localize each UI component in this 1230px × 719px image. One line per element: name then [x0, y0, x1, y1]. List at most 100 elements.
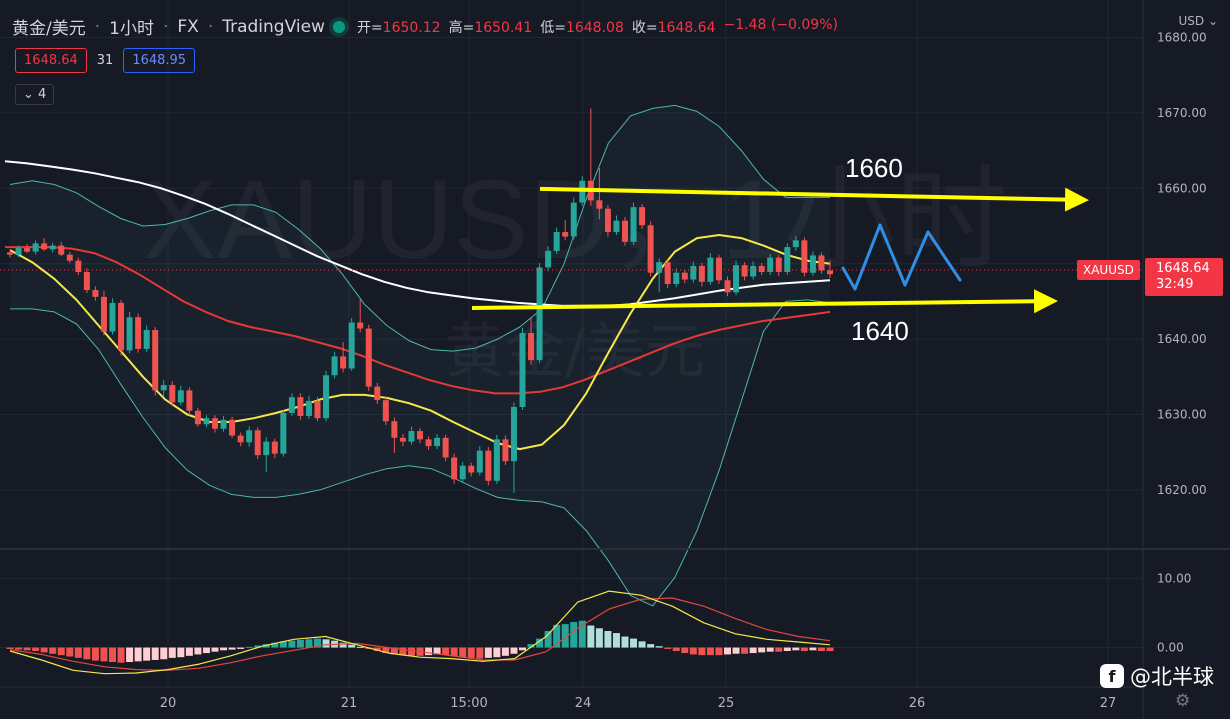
macd-histogram-bar — [237, 647, 245, 649]
macd-histogram-bar — [254, 645, 262, 648]
macd-histogram-bar — [382, 647, 390, 654]
macd-histogram-bar — [698, 647, 706, 656]
time-tick-label: 15:00 — [450, 696, 487, 711]
macd-histogram-bar — [134, 647, 142, 662]
candle-body — [15, 247, 22, 255]
indicator-count: 4 — [38, 87, 47, 102]
bollinger-lower-line — [10, 299, 831, 607]
macd-histogram-bar — [109, 647, 116, 663]
macd-histogram-bar — [91, 647, 99, 661]
macd-line — [9, 590, 831, 675]
macd-histogram-bar — [630, 638, 638, 648]
macd-histogram-bar — [442, 647, 450, 656]
candle-body — [809, 255, 816, 273]
candle-body — [613, 220, 620, 233]
candle-body — [118, 302, 125, 351]
chevron-down-icon: ⌄ — [23, 87, 34, 102]
macd-histogram-bar — [6, 647, 14, 649]
candle-body — [690, 265, 697, 280]
candle-body — [24, 247, 31, 252]
candle-body — [536, 267, 543, 361]
candle-body — [510, 406, 517, 462]
market-open-icon — [332, 20, 345, 33]
symbol-name[interactable]: 黄金/美元 — [12, 19, 86, 39]
candle-body — [357, 322, 364, 329]
macd-tick-label: 10.00 — [1157, 572, 1191, 586]
change-value: −1.48 (−0.09%) — [723, 16, 838, 33]
candle-body — [382, 400, 389, 422]
time-tick-label: 26 — [909, 696, 926, 711]
symbol-price-tag: XAUUSD — [1077, 260, 1140, 280]
macd-histogram-bar — [544, 631, 552, 648]
candle-body — [442, 437, 449, 458]
macd-histogram-bar — [501, 647, 509, 656]
macd-histogram-bar — [49, 647, 57, 654]
lower-level-label: 1640 — [851, 316, 909, 346]
macd-histogram-bar — [296, 639, 304, 648]
candle-body — [220, 419, 227, 429]
time-tick-label: 25 — [718, 696, 735, 711]
candle-body — [340, 356, 347, 369]
buy-button[interactable]: 1648.95 — [123, 48, 196, 73]
candle-body — [75, 260, 82, 272]
candle-body — [391, 421, 398, 438]
candle-body — [246, 430, 253, 443]
price-tick-label: 1620.00 — [1157, 483, 1207, 497]
macd-histogram-bar — [749, 647, 757, 654]
currency-selector[interactable]: USD ⌄ — [1178, 14, 1218, 28]
macd-histogram-bar — [783, 647, 791, 651]
sell-button[interactable]: 1648.64 — [15, 48, 87, 73]
candle-body — [545, 250, 552, 268]
macd-histogram-bar — [143, 647, 151, 661]
macd-histogram-bar — [459, 647, 467, 658]
macd-histogram-bar — [151, 647, 159, 660]
ma-white-line — [4, 160, 831, 307]
macd-histogram-bar — [809, 647, 817, 651]
candle-body — [553, 232, 560, 251]
candle-body — [562, 232, 569, 237]
candle-body — [673, 272, 680, 285]
macd-histogram-bar — [647, 644, 655, 648]
macd-histogram-bar — [578, 620, 586, 648]
macd-histogram-bar — [40, 647, 48, 653]
candle-body — [263, 441, 270, 456]
bar-countdown: 32:49 — [1156, 277, 1194, 292]
header-separator: · — [94, 16, 101, 37]
macd-histogram-bar — [348, 644, 356, 648]
macd-histogram-bar — [655, 646, 663, 648]
macd-histogram-bar — [23, 647, 31, 651]
macd-histogram-bar — [339, 642, 347, 648]
interval-label[interactable]: 1小时 — [109, 19, 154, 39]
macd-histogram-bar — [638, 641, 646, 648]
close-value: 1648.64 — [657, 19, 716, 36]
price-tick-label: 1660.00 — [1157, 181, 1207, 195]
candle-body — [784, 247, 791, 272]
candle-body — [271, 441, 278, 454]
candle-body — [767, 257, 774, 272]
candle-body — [203, 418, 210, 425]
macd-histogram-bar — [536, 638, 544, 648]
candle-body — [177, 390, 184, 403]
indicators-toggle[interactable]: ⌄ 4 — [15, 84, 55, 105]
candle-body — [630, 207, 637, 242]
settings-gear-icon[interactable]: ⚙ — [1175, 691, 1191, 711]
candle-body — [459, 465, 466, 480]
candle-body — [66, 254, 73, 261]
annotations: 1660 1640 — [471, 153, 1089, 346]
macd-histogram-bar — [476, 647, 484, 659]
macd-histogram-bar — [732, 647, 740, 654]
macd-histogram-bar — [425, 647, 433, 656]
candle-body — [160, 385, 167, 391]
macd-histogram-bar — [817, 647, 825, 651]
candle-body — [417, 431, 423, 440]
macd-histogram-bar — [689, 647, 697, 655]
candle-body — [323, 375, 330, 419]
macd-histogram-bar — [561, 624, 569, 648]
candle-body — [750, 265, 757, 277]
macd-histogram-bar — [766, 647, 774, 652]
candle-body — [365, 328, 372, 387]
low-label: 低= — [540, 19, 566, 36]
macd-histogram-bar — [83, 647, 91, 660]
symbol-watermark-name: 黄金/美元 — [445, 317, 705, 387]
